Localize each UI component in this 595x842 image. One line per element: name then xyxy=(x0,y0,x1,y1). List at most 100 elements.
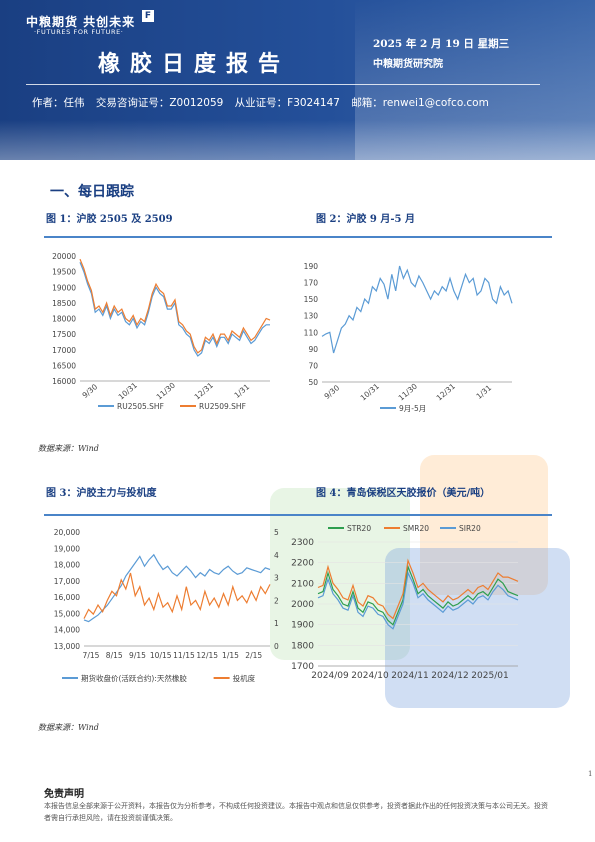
y-tick-label: 130 xyxy=(304,312,319,321)
y-tick-label: 2300 xyxy=(291,538,314,548)
fig1-title: 图 1：沪胶 2505 及 2509 xyxy=(46,214,173,225)
y-tick-label: 15,000 xyxy=(54,609,80,618)
fig2-title: 图 2：沪胶 9 月-5 月 xyxy=(316,214,415,225)
fig3-title: 图 3：沪胶主力与投机度 xyxy=(46,488,157,499)
author-line: 作者：任伟 交易咨询证号：Z0012059 从业证号：F3024147 邮箱：r… xyxy=(32,95,497,110)
report-org: 中粮期货研究院 xyxy=(373,59,443,70)
decor-square-green xyxy=(270,488,410,660)
practice-cert: 从业证号：F3024147 xyxy=(234,97,340,109)
y-right-tick-label: 3 xyxy=(274,574,279,583)
x-tick-label: 2/15 xyxy=(245,651,262,660)
legend-label: RU2509.SHF xyxy=(199,402,246,411)
decor-square-blue xyxy=(385,548,570,708)
y-tick-label: 20000 xyxy=(52,252,76,261)
y-tick-label: 90 xyxy=(308,345,318,354)
y-tick-label: 18500 xyxy=(52,299,76,308)
chart-fig3: 20,000 19,000 18,000 17,000 16,000 15,000 14,0… xyxy=(54,528,279,683)
y-tick-label: 16,000 xyxy=(54,593,80,602)
report-title: 橡胶日度报告 xyxy=(98,51,291,77)
legend-label: SIR20 xyxy=(459,524,481,533)
logo-slogan: ·FUTURES FOR FUTURE· xyxy=(34,28,124,36)
y-tick-label: 19000 xyxy=(52,283,76,292)
y-right-tick-label: 2 xyxy=(274,596,279,605)
fig1-rule xyxy=(44,236,552,238)
x-tick-label: 2024/09 xyxy=(311,671,349,681)
author-email[interactable]: 邮箱：renwei1@cofco.com xyxy=(351,97,489,109)
y-tick-label: 70 xyxy=(308,361,318,370)
chart-fig1: 20000 19500 19000 18500 18000 17500 17000 16500… xyxy=(52,252,271,411)
x-tick-label: 1/31 xyxy=(232,382,251,400)
x-tick-label: 12/15 xyxy=(196,651,218,660)
x-tick-label: 1/15 xyxy=(222,651,239,660)
disclaimer-text: 本报告信息全部来源于公开资料，本报告仅为分析参考，不构成任何投资建议。本报告中观… xyxy=(44,802,548,822)
y-tick-label: 19500 xyxy=(52,268,76,277)
logo-mark-icon: F xyxy=(142,10,154,22)
y-tick-label: 17500 xyxy=(52,330,76,339)
x-tick-label: 10/15 xyxy=(150,651,172,660)
y-tick-label: 16500 xyxy=(52,361,76,370)
header-divider xyxy=(26,84,540,85)
y-tick-label: 18,000 xyxy=(54,561,80,570)
series-line-1 xyxy=(321,265,513,354)
x-tick-label: 12/31 xyxy=(193,381,216,402)
author-name: 作者：任伟 xyxy=(32,97,85,109)
x-tick-label: 11/15 xyxy=(173,651,195,660)
x-tick-label: 11/30 xyxy=(155,381,178,402)
y-tick-label: 14,000 xyxy=(54,626,80,635)
legend-label: SMR20 xyxy=(403,524,429,533)
legend-label: 投机度 xyxy=(233,673,256,683)
x-tick-label: 11/30 xyxy=(397,382,420,403)
fig4-title: 图 4：青岛保税区天胶报价（美元/吨） xyxy=(316,488,491,499)
y-tick-label: 13,000 xyxy=(54,642,80,651)
y-tick-label: 20,000 xyxy=(54,528,80,537)
x-tick-label: 8/15 xyxy=(106,651,123,660)
y-tick-label: 19,000 xyxy=(54,544,80,553)
x-tick-label: 1/31 xyxy=(474,383,493,401)
trade-cert: 交易咨询证号：Z0012059 xyxy=(95,97,224,109)
y-tick-label: 1700 xyxy=(291,662,314,672)
y-tick-label: 50 xyxy=(308,378,318,387)
y-tick-label: 17,000 xyxy=(54,577,80,586)
fig3-rule xyxy=(44,514,552,516)
x-tick-label: 9/30 xyxy=(322,383,341,401)
x-tick-label: 9/30 xyxy=(80,382,99,400)
logo-text: 中粮期货 共创未来 xyxy=(26,15,136,29)
x-tick-label: 7/15 xyxy=(83,651,100,660)
x-tick-label: 2024/11 xyxy=(391,671,428,681)
y-right-tick-label: 5 xyxy=(274,528,279,537)
y-tick-label: 2100 xyxy=(291,579,314,589)
y-tick-label: 17000 xyxy=(52,346,76,355)
series-line-2 xyxy=(83,572,271,619)
legend-label: 期货收盘价(活跃合约):天然橡胶 xyxy=(81,673,187,683)
y-tick-label: 1900 xyxy=(291,621,314,631)
y-tick-label: 2200 xyxy=(291,559,314,569)
legend-label: 9月-5月 xyxy=(399,404,426,413)
y-tick-label: 1800 xyxy=(291,641,314,651)
y-right-tick-label: 0 xyxy=(274,642,279,651)
page-number: 1 xyxy=(588,770,593,778)
series-line-2 xyxy=(79,258,271,354)
report-date: 2025 年 2 月 19 日 星期三 xyxy=(373,38,510,50)
y-tick-label: 16000 xyxy=(52,377,76,386)
x-tick-label: 10/31 xyxy=(359,382,382,403)
disclaimer-title: 免责声明 xyxy=(44,789,84,800)
header-fade xyxy=(0,120,595,160)
legend-label: RU2505.SHF xyxy=(117,402,164,411)
y-tick-label: 190 xyxy=(304,262,319,271)
series-line-1 xyxy=(83,553,271,623)
series-line-1 xyxy=(317,564,519,626)
x-tick-label: 2025/01 xyxy=(471,671,508,681)
series-line-3 xyxy=(317,571,519,630)
decor-square-orange xyxy=(420,455,548,595)
y-right-tick-label: 1 xyxy=(274,619,279,628)
section-title: 一、每日跟踪 xyxy=(50,184,134,200)
x-tick-label: 12/31 xyxy=(435,382,458,403)
y-right-tick-label: 4 xyxy=(274,551,279,560)
header-decoration xyxy=(355,0,595,160)
y-tick-label: 110 xyxy=(304,328,319,337)
source-note-1: 数据来源：Wind xyxy=(38,444,99,453)
y-tick-label: 150 xyxy=(304,295,319,304)
y-tick-label: 18000 xyxy=(52,315,76,324)
y-tick-label: 170 xyxy=(304,279,319,288)
